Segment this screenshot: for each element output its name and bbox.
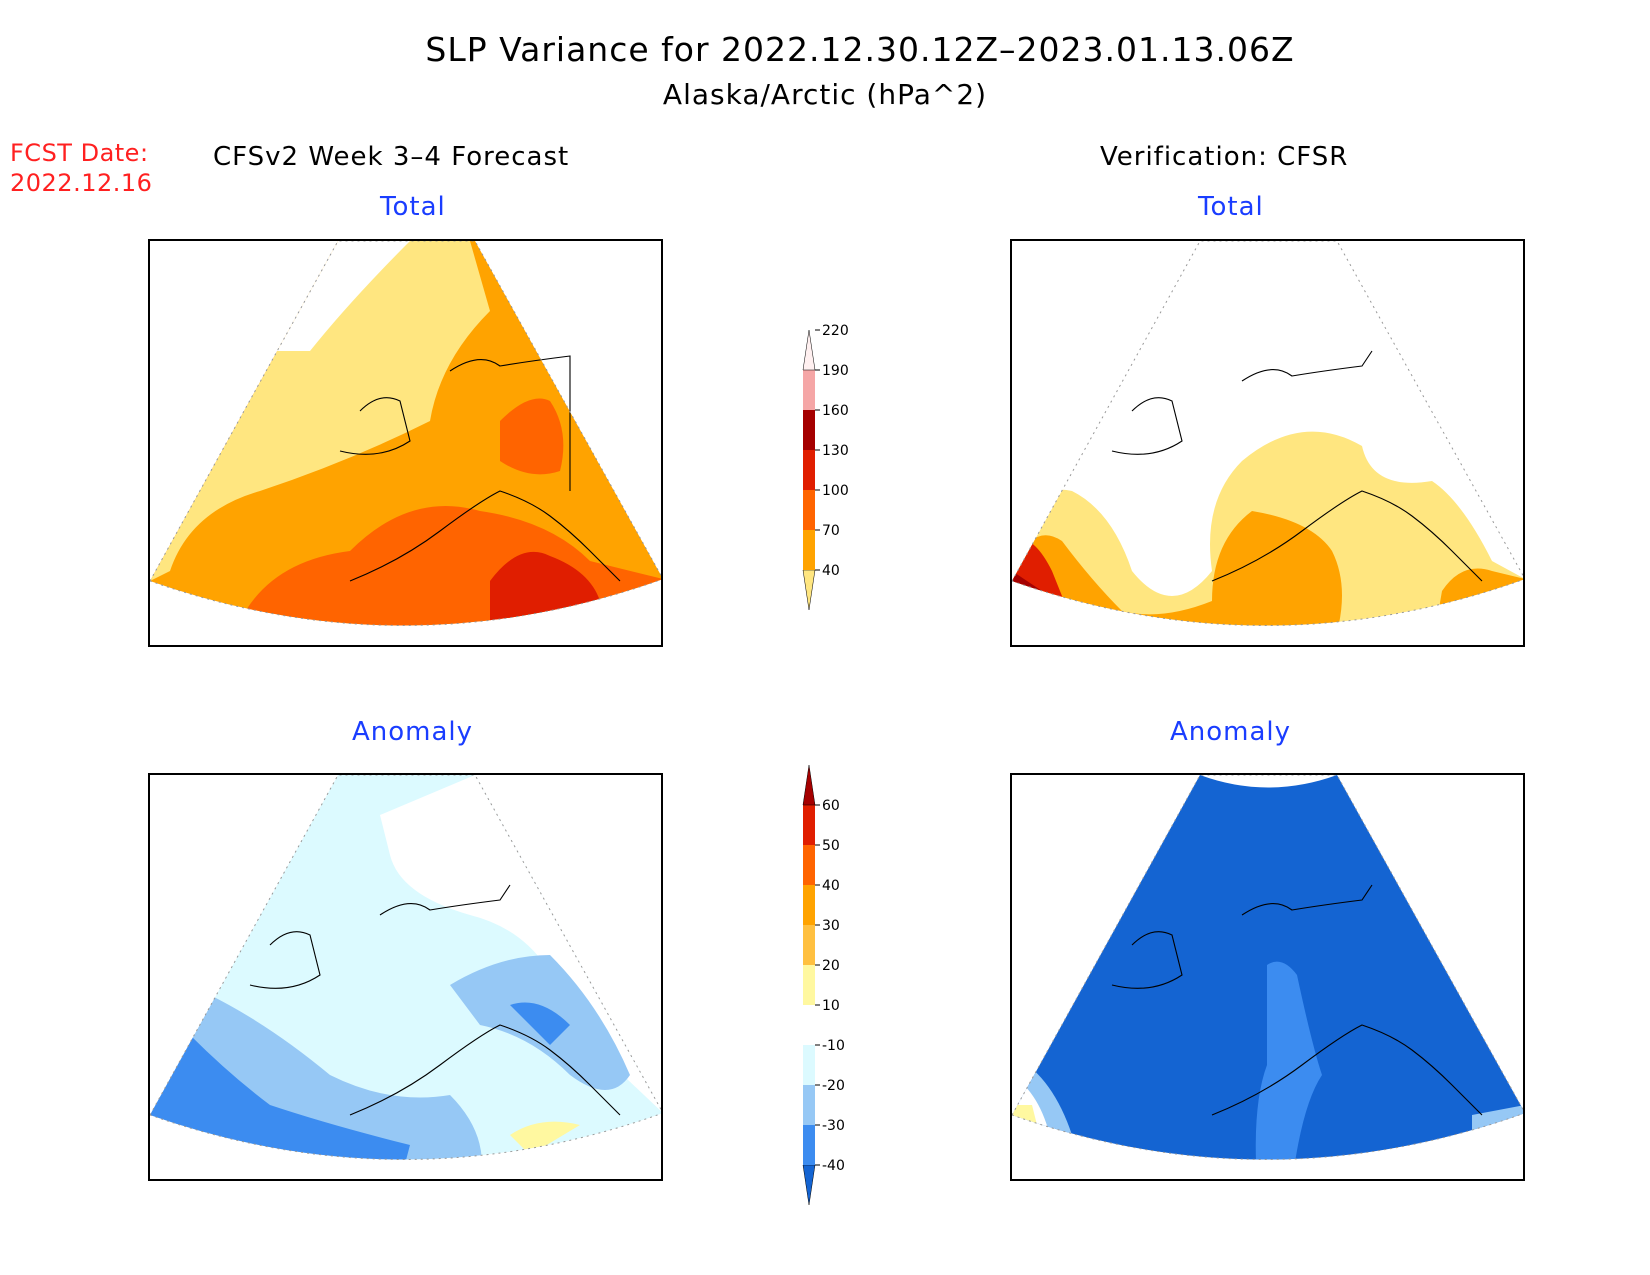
- colorbar-top-triangle: [802, 764, 816, 806]
- sub-title: Alaska/Arctic (hPa^2): [662, 78, 988, 111]
- fill-midblue: [1255, 961, 1322, 1160]
- colorbar-segment: [803, 410, 815, 450]
- fill-midblue: [510, 1002, 570, 1045]
- fill-white: [1200, 775, 1337, 788]
- colorbar-tick-label: 220: [822, 323, 849, 339]
- fill-darkorange: [500, 398, 564, 475]
- fcst-date-value: 2022.12.16: [10, 169, 153, 197]
- colorbar-segment: [803, 530, 815, 570]
- forecast-anomaly-map: [148, 773, 663, 1181]
- forecast-column-header: CFSv2 Week 3–4 Forecast: [213, 142, 570, 172]
- colorbar-segment: [803, 805, 815, 845]
- colorbar-tick-label: 130: [822, 443, 849, 459]
- verification-anomaly-title: Anomaly: [1170, 717, 1292, 747]
- fcst-date-label: FCST Date:: [10, 139, 149, 167]
- colorbar-segment: [803, 1045, 815, 1085]
- colorbar-tick-label: 160: [822, 403, 849, 419]
- coastline: [249, 884, 621, 1116]
- colorbar-segment: [803, 885, 815, 925]
- colorbar-segment: [803, 450, 815, 490]
- coastline: [1111, 350, 1483, 582]
- verification-anomaly-map: [1010, 773, 1525, 1181]
- colorbar-tick-label: -20: [822, 1078, 845, 1094]
- colorbar-segment: [803, 370, 815, 410]
- colorbar-tick-label: 100: [822, 483, 849, 499]
- fcst-date: FCST Date: 2022.12.16: [10, 138, 152, 198]
- colorbar-tick-label: -10: [822, 1038, 845, 1054]
- fill-lightyellow: [150, 241, 490, 581]
- colorbar-segment: [803, 490, 815, 530]
- colorbar-tick-label: 20: [822, 958, 840, 974]
- total-colorbar: 40 70 100 130 160 190 220: [802, 323, 849, 611]
- colorbar-tick-label: 40: [822, 563, 840, 579]
- forecast-anomaly-title: Anomaly: [352, 717, 474, 747]
- colorbar-top-triangle: [802, 329, 816, 371]
- verification-total-title: Total: [1198, 192, 1264, 222]
- colorbar-tick-label: 30: [822, 918, 840, 934]
- colorbar-tick-label: 60: [822, 798, 840, 814]
- coastline: [1111, 884, 1483, 1116]
- verification-total-map: [1010, 239, 1525, 647]
- verification-column-header: Verification: CFSR: [1100, 142, 1349, 172]
- forecast-total-title: Total: [380, 192, 446, 222]
- colorbar-bottom-triangle: [802, 1164, 816, 1205]
- anomaly-colorbar: -40 -30 -20 -10 10 20 30 40 50 60: [802, 764, 845, 1205]
- colorbar-bottom-triangle: [802, 569, 816, 611]
- colorbar-tick-label: -40: [822, 1158, 845, 1174]
- colorbar-tick-label: 50: [822, 838, 840, 854]
- colorbar-tick-label: 10: [822, 998, 840, 1014]
- colorbar-segment: [803, 925, 815, 965]
- colorbar-tick-label: 70: [822, 523, 840, 539]
- colorbar-segment: [803, 965, 815, 1005]
- colorbar-segment: [803, 845, 815, 885]
- fill-white: [270, 241, 410, 351]
- main-title: SLP Variance for 2022.12.30.12Z–2023.01.…: [425, 30, 1295, 69]
- colorbar-tick-label: 190: [822, 363, 849, 379]
- colorbar-segment: [803, 1005, 815, 1045]
- colorbar-segment: [803, 1125, 815, 1165]
- forecast-total-map: [148, 239, 663, 647]
- coastline: [339, 355, 621, 582]
- colorbar-tick-label: -30: [822, 1118, 845, 1134]
- colorbar-segment: [803, 1085, 815, 1125]
- fill-paleyellow: [510, 1121, 580, 1155]
- colorbar-tick-label: 40: [822, 878, 840, 894]
